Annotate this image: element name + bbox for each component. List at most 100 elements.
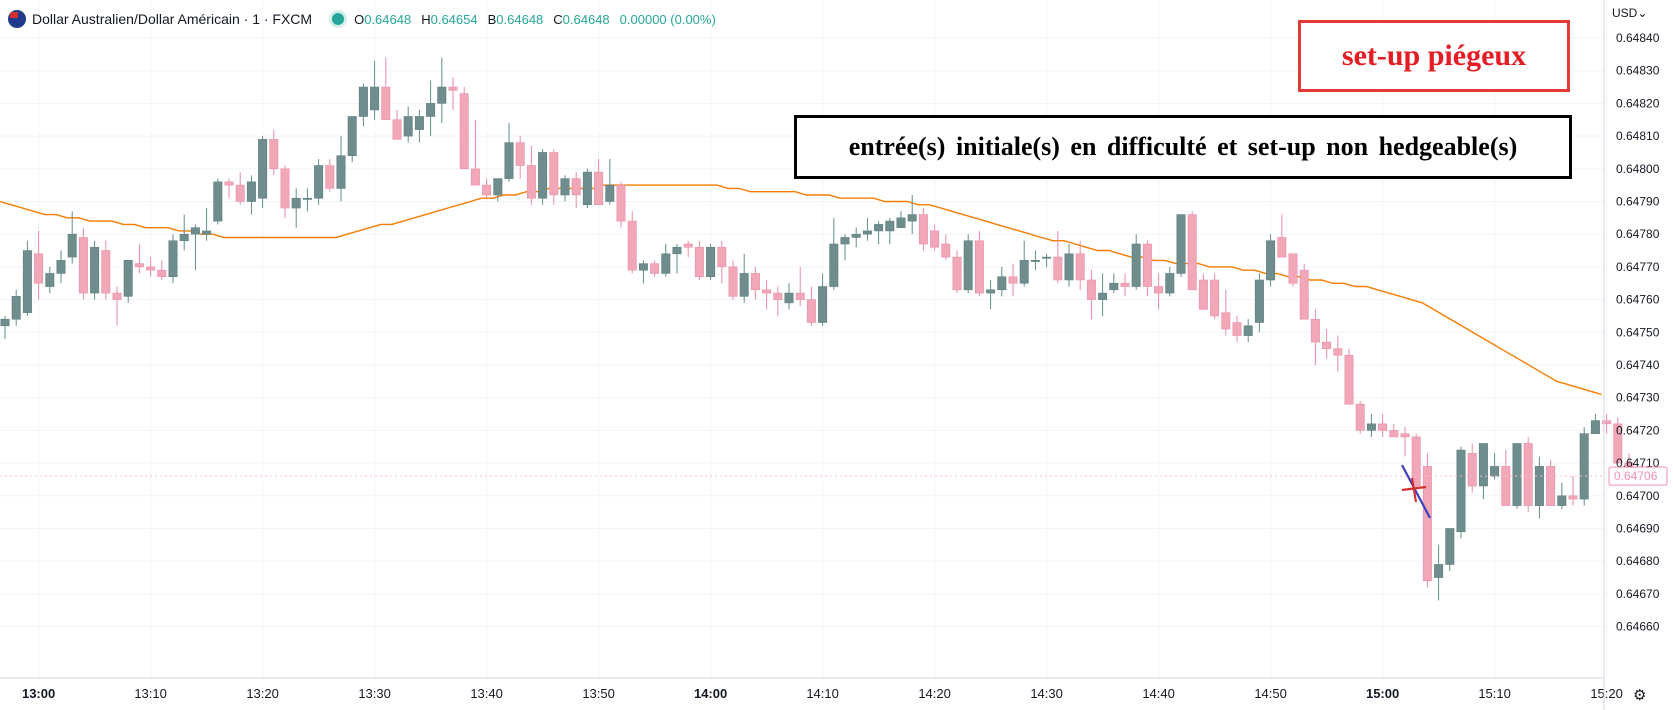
y-tick-label: 0.64660 xyxy=(1616,620,1660,634)
candle-body xyxy=(358,86,368,117)
candle-body xyxy=(795,292,805,300)
low-value: 0.64648 xyxy=(496,11,544,27)
candle-up xyxy=(493,178,503,202)
candle-body xyxy=(90,246,100,294)
candle-down xyxy=(325,158,335,192)
candle-down xyxy=(1400,427,1410,457)
ohlc-open: O0.64648 xyxy=(354,12,411,27)
symbol-header: Dollar Australien/Dollar Américain · 1 ·… xyxy=(8,8,716,30)
candle-body xyxy=(963,240,973,291)
candle-up xyxy=(874,221,884,245)
candle-body xyxy=(1176,214,1186,274)
candle-body xyxy=(650,263,660,274)
candle-body xyxy=(1053,256,1063,281)
candle-body xyxy=(605,184,615,202)
x-tick-label: 13:30 xyxy=(358,686,391,701)
candle-up xyxy=(1590,414,1600,434)
candle-down xyxy=(392,109,402,140)
currency-dropdown[interactable]: USD⌄ xyxy=(1612,6,1648,20)
candle-down xyxy=(224,178,234,199)
candle-down xyxy=(1075,240,1085,290)
candle-up xyxy=(818,273,828,326)
candle-down xyxy=(134,244,144,274)
drawings-layer[interactable] xyxy=(1401,464,1431,519)
symbol-title[interactable]: Dollar Australien/Dollar Américain · 1 ·… xyxy=(32,11,313,27)
candle-body xyxy=(1579,433,1589,500)
setup-annotation-text: set-up piégeux xyxy=(1341,39,1527,72)
candle-up xyxy=(638,260,648,284)
candle-up xyxy=(1131,234,1141,290)
candle-down xyxy=(112,286,122,326)
candle-body xyxy=(134,263,144,268)
entries-annotation-box[interactable]: entrée(s) initiale(s) en difficulté et s… xyxy=(794,115,1572,179)
y-tick-label: 0.64670 xyxy=(1616,587,1660,601)
candle-body xyxy=(829,243,839,287)
candle-down xyxy=(1210,273,1220,320)
candle-down xyxy=(235,172,245,205)
candle-body xyxy=(112,292,122,300)
candle-body xyxy=(672,246,682,255)
candle-body xyxy=(1154,286,1164,294)
candle-body xyxy=(560,178,570,196)
candle-body xyxy=(773,292,783,300)
candle-up xyxy=(258,136,268,209)
close-label: C xyxy=(553,11,563,27)
candle-up xyxy=(862,217,872,241)
y-tick-label: 0.64830 xyxy=(1616,64,1660,78)
candle-down xyxy=(1310,309,1320,365)
candle-up xyxy=(1456,446,1466,539)
open-label: O xyxy=(354,11,365,27)
candle-up xyxy=(45,266,55,294)
candle-down xyxy=(1333,335,1343,372)
candle-down xyxy=(1501,450,1511,506)
high-value: 0.64654 xyxy=(430,11,478,27)
cross-marker-vertical xyxy=(1410,477,1418,503)
candle-body xyxy=(1490,466,1500,477)
entries-annotation-text: entrée(s) initiale(s) en difficulté et s… xyxy=(848,132,1518,161)
candle-body xyxy=(1523,443,1533,506)
candle-body xyxy=(269,139,279,170)
candle-body xyxy=(515,142,525,166)
candle-up xyxy=(1098,273,1108,316)
candle-body xyxy=(974,240,984,294)
candle-body xyxy=(1142,243,1152,287)
candle-down xyxy=(717,240,727,284)
candle-body xyxy=(258,139,268,199)
candle-up xyxy=(190,224,200,271)
candle-up xyxy=(168,234,178,284)
candle-body xyxy=(1210,279,1220,317)
gear-icon[interactable]: ⚙ xyxy=(1633,687,1647,704)
candle-body xyxy=(381,86,391,121)
candle-body xyxy=(638,263,648,271)
candle-up xyxy=(90,240,100,300)
candle-up xyxy=(896,211,906,228)
candle-body xyxy=(459,93,469,170)
candle-body xyxy=(1422,466,1432,582)
candle-up xyxy=(336,136,346,202)
candle-down xyxy=(1422,453,1432,588)
candle-down xyxy=(101,240,111,300)
candle-down xyxy=(650,260,660,277)
setup-annotation-box[interactable]: set-up piégeux xyxy=(1298,20,1570,92)
candle-body xyxy=(246,181,256,202)
candle-down xyxy=(974,230,984,297)
candle-body xyxy=(157,269,167,278)
candle-body xyxy=(235,184,245,202)
candle-down xyxy=(1198,273,1208,310)
candle-body xyxy=(470,168,480,186)
candle-up xyxy=(370,60,380,120)
y-tick-label: 0.64740 xyxy=(1616,358,1660,372)
ohlc-close: C0.64648 xyxy=(553,12,609,27)
candle-up xyxy=(56,250,66,284)
x-tick-label: 14:50 xyxy=(1254,686,1287,701)
candle-up xyxy=(1434,544,1444,601)
candle-down xyxy=(1411,433,1421,490)
candle-up xyxy=(851,227,861,248)
candle-body xyxy=(1478,443,1488,487)
high-label: H xyxy=(421,11,431,27)
candle-down xyxy=(280,165,290,218)
candle-body xyxy=(67,233,77,258)
candle-body xyxy=(291,197,301,209)
candle-body xyxy=(101,250,111,294)
